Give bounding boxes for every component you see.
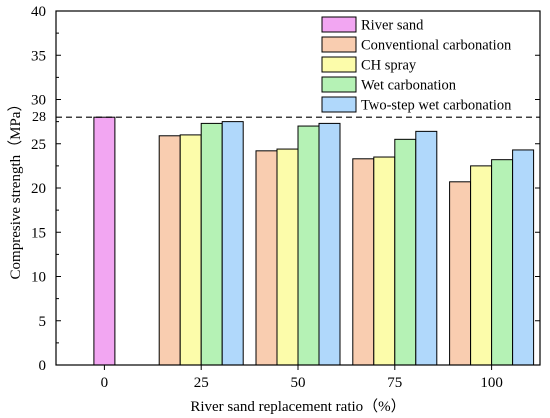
- legend: River sand Conventional carbonation CH spr…: [321, 16, 512, 114]
- y-tick-label: 5: [39, 314, 47, 330]
- legend-label: River sand: [361, 18, 424, 34]
- legend-swatch-conventional-carbonation: [321, 36, 357, 53]
- x-tick-label: 0: [101, 375, 109, 391]
- bar-river-sand-0: [93, 116, 116, 366]
- x-axis-label: River sand replacement ratio（%）: [190, 398, 405, 415]
- y-tick-label: 25: [31, 137, 46, 153]
- bar-conventional-carbonation-75: [352, 158, 375, 366]
- bar-wet-carbonation-100: [491, 159, 514, 366]
- bar-ch-spray-50: [276, 148, 299, 366]
- legend-swatch-ch-spray: [321, 56, 357, 73]
- reference-line-label: 28: [32, 110, 46, 125]
- bar-conventional-carbonation-100: [449, 181, 472, 366]
- bars-layer: [93, 116, 535, 366]
- bar-ch-spray-75: [373, 156, 396, 366]
- legend-swatch-wet-carbonation: [321, 76, 357, 93]
- x-tick-label: 75: [387, 375, 402, 391]
- legend-label: Wet carbonation: [361, 78, 457, 94]
- bar-two-step-wet-carbonation-100: [512, 149, 535, 366]
- y-tick-label: 10: [31, 270, 46, 286]
- bar-two-step-wet-carbonation-75: [415, 130, 438, 366]
- legend-swatch-two-step-wet-carbonation: [321, 96, 357, 113]
- bar-two-step-wet-carbonation-25: [221, 121, 244, 366]
- x-axis: 0 25 50 75 100: [101, 365, 503, 391]
- bar-conventional-carbonation-50: [255, 150, 278, 366]
- legend-swatch-river-sand: [321, 16, 357, 33]
- y-tick-label: 15: [31, 225, 46, 241]
- bar-wet-carbonation-25: [200, 122, 223, 366]
- y-tick-label: 35: [31, 48, 46, 64]
- bar-ch-spray-25: [179, 134, 202, 366]
- legend-label: Two-step wet carbonation: [361, 98, 512, 114]
- bar-wet-carbonation-75: [394, 138, 417, 366]
- y-tick-label: 40: [31, 4, 46, 20]
- bar-wet-carbonation-50: [297, 125, 320, 366]
- y-axis-label: Compresive strength（MPa）: [7, 97, 24, 280]
- bar-conventional-carbonation-25: [158, 135, 181, 366]
- x-tick-label: 25: [194, 375, 209, 391]
- bar-two-step-wet-carbonation-50: [318, 122, 341, 366]
- legend-label: Conventional carbonation: [361, 38, 512, 54]
- x-tick-label: 50: [291, 375, 306, 391]
- y-tick-label: 30: [31, 93, 46, 109]
- y-axis: 0 5 10 15 20 25 30 35 40: [31, 4, 540, 374]
- legend-label: CH spray: [361, 58, 417, 74]
- y-tick-label: 0: [39, 358, 47, 374]
- x-tick-label: 100: [480, 375, 503, 391]
- bar-ch-spray-100: [470, 165, 493, 366]
- y-tick-label: 20: [31, 181, 46, 197]
